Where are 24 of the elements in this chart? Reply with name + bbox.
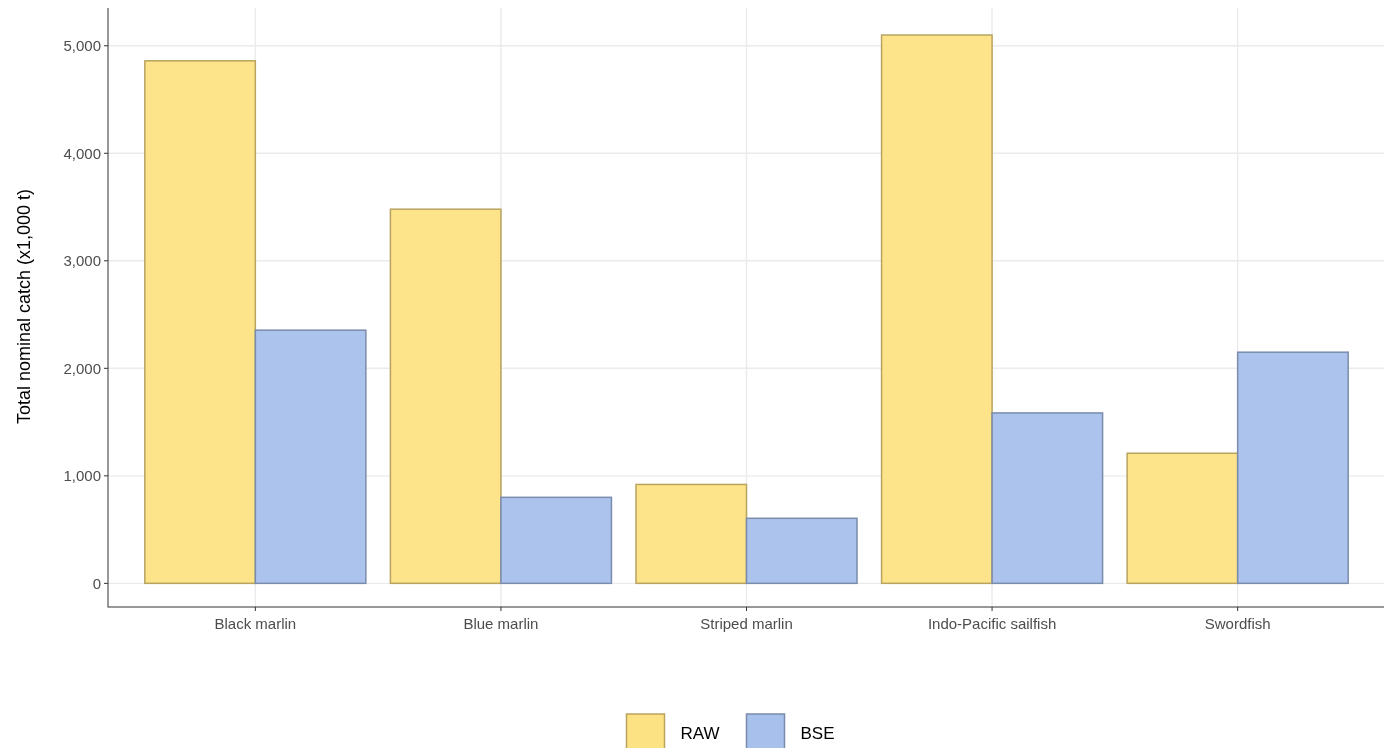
x-tick-label: Blue marlin [463, 615, 539, 632]
x-tick-label: Swordfish [1204, 615, 1271, 632]
legend-label: RAW [680, 723, 720, 743]
y-axis-title: Total nominal catch (x1,000 t) [14, 188, 35, 425]
x-tick-label: Indo-Pacific sailfish [927, 615, 1057, 632]
bar [144, 60, 257, 585]
y-tick-label: 5,000 [63, 37, 101, 55]
bar [880, 34, 993, 585]
bar [500, 496, 613, 585]
y-tick-label: 4,000 [63, 144, 101, 162]
bar [1126, 452, 1239, 585]
y-tick-label: 2,000 [63, 359, 101, 377]
bar [635, 483, 748, 585]
bar [991, 412, 1104, 585]
y-tick-label: 3,000 [63, 252, 101, 270]
legend-label: BSE [800, 723, 835, 743]
bar [745, 517, 858, 585]
y-tick-label: 1,000 [63, 467, 101, 485]
y-tick-label: 0 [92, 574, 101, 592]
x-tick-label: Black marlin [214, 615, 297, 632]
bar [1236, 351, 1349, 585]
x-tick-label: Striped marlin [700, 615, 793, 632]
bar [389, 208, 502, 585]
bar [254, 329, 367, 585]
